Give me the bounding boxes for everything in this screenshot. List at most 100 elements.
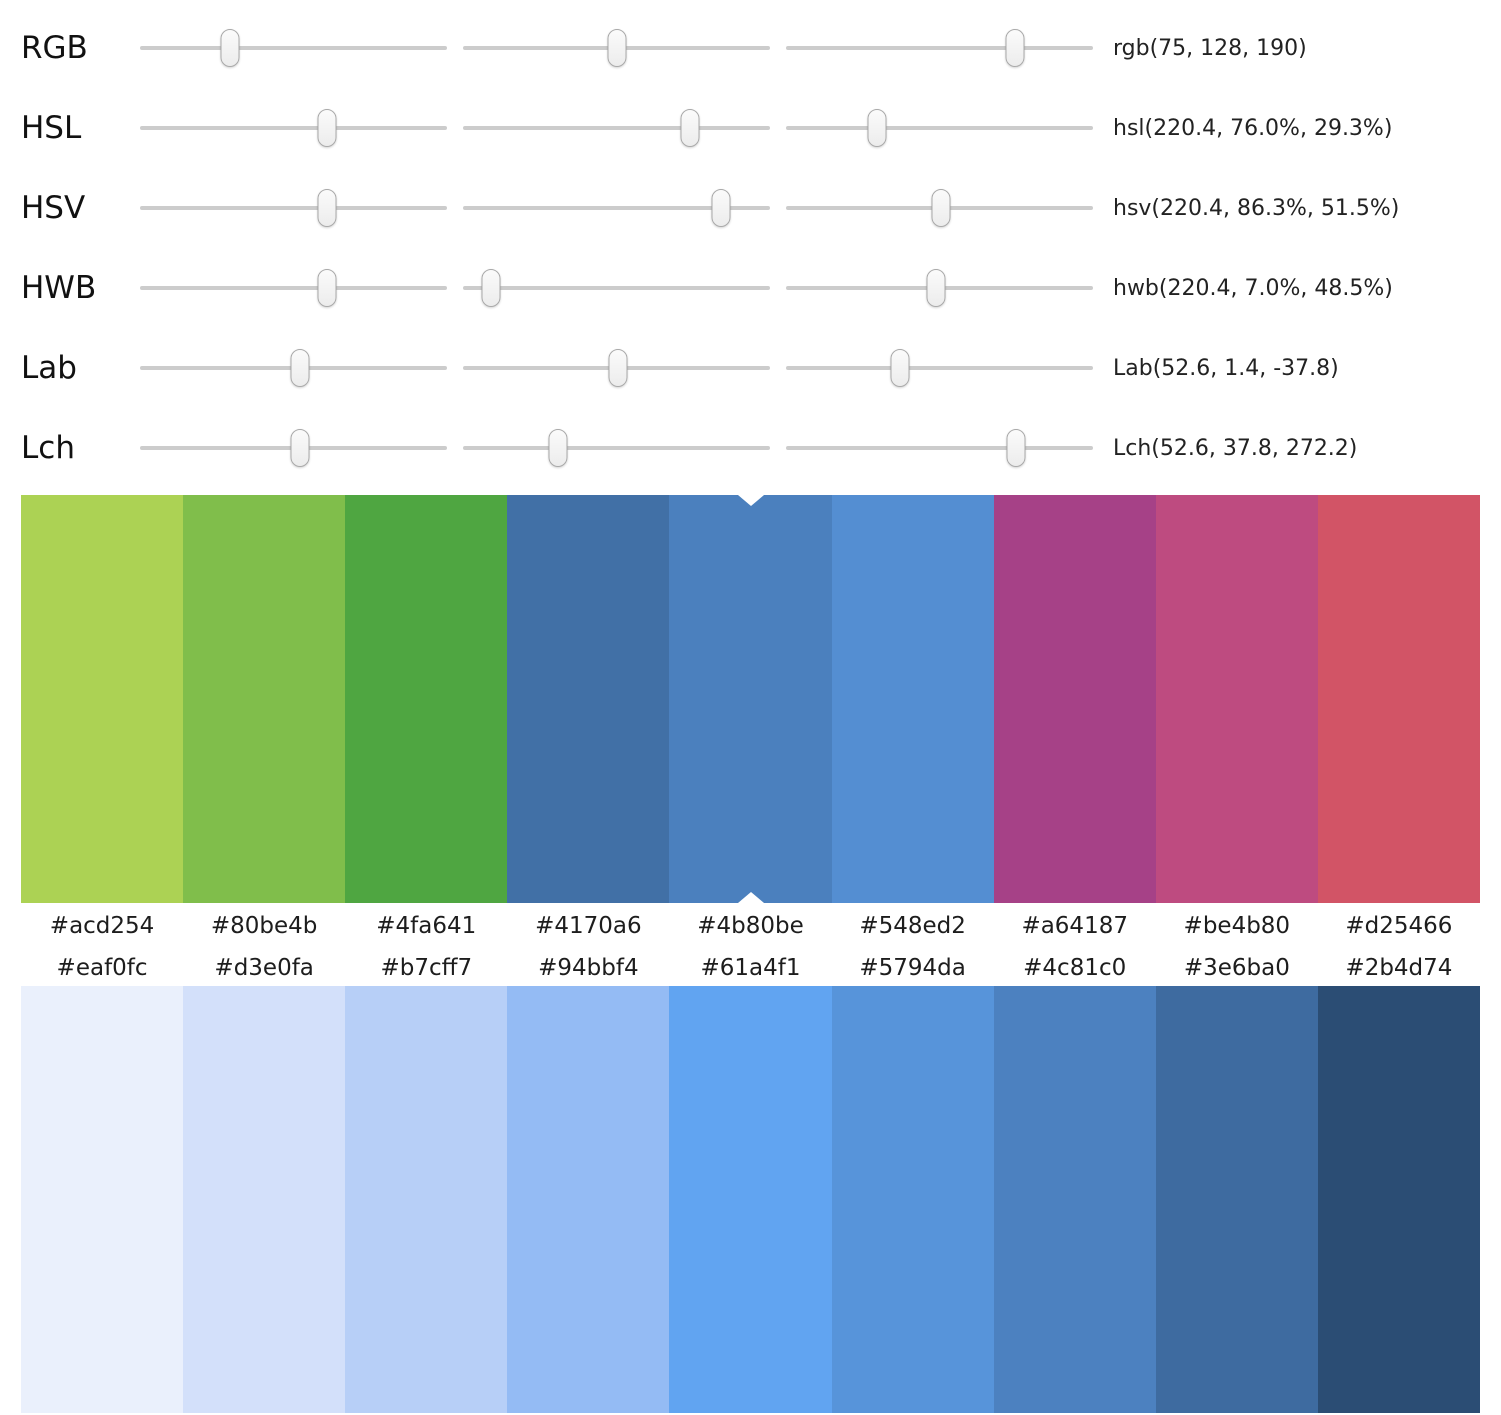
shade-swatch-6[interactable] [831,986,994,1413]
hsv-label: HSV [21,190,86,226]
hsl-channel-1-slider[interactable] [140,106,447,150]
lch-track-group [140,426,1093,470]
rgb-channel-2-slider[interactable] [463,26,770,70]
hsv-channel-1-slider[interactable] [140,186,447,230]
shade-hex-label-5: #61a4f1 [700,954,801,981]
rgb-channel-3-slider[interactable] [786,26,1093,70]
lch-channel-3-slider[interactable] [786,426,1093,470]
hue-hex-label-4: #4170a6 [535,913,642,939]
rgb-channel-1-handle[interactable] [220,29,240,67]
hsl-label: HSL [21,110,82,146]
hsv-channel-2-handle[interactable] [711,189,731,227]
slider-row-lab: Lab Lab(52.6, 1.4, -37.8) [21,328,1480,408]
lch-channel-2-slider[interactable] [463,426,770,470]
hue-hex-label-8: #be4b80 [1183,913,1291,939]
hue-hex-label-3: #4fa641 [376,913,477,939]
rgb-channel-2-handle[interactable] [607,29,627,67]
slider-panel: RGB rgb(75, 128, 190) HSL [0,0,1501,488]
hwb-channel-3-slider[interactable] [786,266,1093,310]
lch-label: Lch [21,430,75,466]
hwb-channel-1-slider[interactable] [140,266,447,310]
hue-hex-labels: #acd254 #80be4b #4fa641 #4170a6 #4b80be … [21,903,1480,949]
shade-hex-label-4: #94bbf4 [538,954,639,981]
hue-hex-label-7: #a64187 [1021,913,1128,939]
slider-row-rgb: RGB rgb(75, 128, 190) [21,8,1480,88]
hue-swatch-5[interactable] [669,495,832,903]
hsv-channel-3-slider[interactable] [786,186,1093,230]
lch-channel-1-slider[interactable] [140,426,447,470]
shade-hex-label-7: #4c81c0 [1023,954,1127,981]
hsl-channel-3-handle[interactable] [867,109,887,147]
shade-hex-label-1: #eaf0fc [56,954,148,981]
shade-swatch-9[interactable] [1317,986,1480,1413]
hue-hex-label-6: #548ed2 [859,913,966,939]
hwb-channel-1-handle[interactable] [317,269,337,307]
shade-hex-label-6: #5794da [859,954,966,981]
shade-swatch-3[interactable] [345,986,508,1413]
hue-swatch-9[interactable] [1317,495,1480,903]
hsv-channel-3-handle[interactable] [931,189,951,227]
lch-channel-3-handle[interactable] [1006,429,1026,467]
lch-channel-1-handle[interactable] [290,429,310,467]
lch-channel-2-handle[interactable] [548,429,568,467]
shade-swatch-1[interactable] [21,986,184,1413]
lab-channel-3-slider[interactable] [786,346,1093,390]
hwb-label: HWB [21,270,97,306]
hsv-track-group [140,186,1093,230]
hsl-value-readout: hsl(220.4, 76.0%, 29.3%) [1113,115,1393,141]
rgb-channel-3-handle[interactable] [1005,29,1025,67]
hsv-channel-1-handle[interactable] [317,189,337,227]
rgb-channel-1-slider[interactable] [140,26,447,70]
lab-channel-2-handle[interactable] [608,349,628,387]
shade-swatch-8[interactable] [1155,986,1318,1413]
shade-hex-label-9: #2b4d74 [1345,954,1453,981]
shade-hex-label-8: #3e6ba0 [1183,954,1290,981]
shade-hex-labels: #eaf0fc #d3e0fa #b7cff7 #94bbf4 #61a4f1 … [21,949,1480,986]
hue-hex-label-9: #d25466 [1345,913,1453,939]
hue-hex-label-2: #80be4b [210,913,318,939]
hue-swatch-7[interactable] [993,495,1156,903]
rgb-track-group [140,26,1093,70]
shade-swatch-5[interactable] [669,986,832,1413]
hue-swatch-6[interactable] [831,495,994,903]
hue-hex-label-1: #acd254 [49,913,155,939]
hwb-value-readout: hwb(220.4, 7.0%, 48.5%) [1113,275,1393,301]
shade-swatch-7[interactable] [993,986,1156,1413]
hwb-channel-3-handle[interactable] [926,269,946,307]
hsl-channel-1-handle[interactable] [317,109,337,147]
shade-hex-label-3: #b7cff7 [380,954,473,981]
hwb-channel-2-handle[interactable] [481,269,501,307]
lab-channel-1-handle[interactable] [290,349,310,387]
hue-swatch-8[interactable] [1155,495,1318,903]
hsv-channel-2-slider[interactable] [463,186,770,230]
lab-track-group [140,346,1093,390]
hsl-channel-3-slider[interactable] [786,106,1093,150]
slider-row-lch: Lch Lch(52.6, 37.8, 272.2) [21,408,1480,488]
hsl-channel-2-handle[interactable] [680,109,700,147]
slider-row-hwb: HWB hwb(220.4, 7.0%, 48.5%) [21,248,1480,328]
shade-swatch-2[interactable] [183,986,346,1413]
rgb-label: RGB [21,30,88,66]
hue-palette [21,495,1480,903]
hue-swatch-1[interactable] [21,495,184,903]
rgb-value-readout: rgb(75, 128, 190) [1113,35,1307,61]
shade-swatch-4[interactable] [507,986,670,1413]
hue-hex-label-5: #4b80be [697,913,804,939]
hwb-track-group [140,266,1093,310]
hsl-channel-2-slider[interactable] [463,106,770,150]
lab-channel-2-slider[interactable] [463,346,770,390]
hwb-channel-2-slider[interactable] [463,266,770,310]
shade-palette [21,986,1480,1413]
slider-row-hsv: HSV hsv(220.4, 86.3%, 51.5%) [21,168,1480,248]
lab-value-readout: Lab(52.6, 1.4, -37.8) [1113,355,1339,381]
lab-channel-1-slider[interactable] [140,346,447,390]
hue-swatch-3[interactable] [345,495,508,903]
shade-hex-label-2: #d3e0fa [214,954,314,981]
hue-swatch-2[interactable] [183,495,346,903]
hue-swatch-4[interactable] [507,495,670,903]
hsv-value-readout: hsv(220.4, 86.3%, 51.5%) [1113,195,1400,221]
lab-channel-3-handle[interactable] [890,349,910,387]
hsl-track-group [140,106,1093,150]
slider-row-hsl: HSL hsl(220.4, 76.0%, 29.3%) [21,88,1480,168]
